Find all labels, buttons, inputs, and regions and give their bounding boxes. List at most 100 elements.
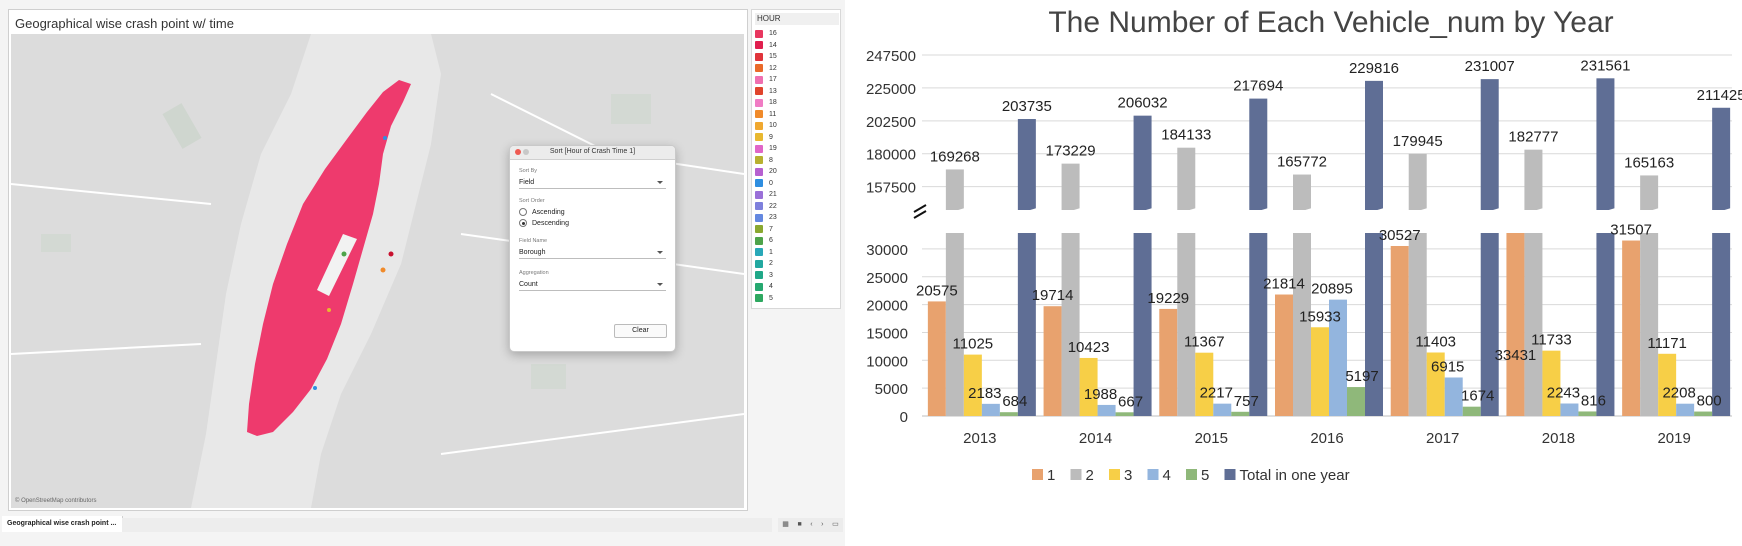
legend-label: 0	[769, 179, 773, 187]
legend-item[interactable]: 0	[755, 178, 777, 190]
sort-by-select[interactable]: Field	[519, 177, 666, 189]
data-label: 19229	[1147, 290, 1189, 307]
bar	[1712, 107, 1731, 210]
legend-item[interactable]: 5	[755, 293, 777, 305]
bar	[1408, 233, 1427, 416]
legend-item[interactable]: 14	[755, 40, 777, 52]
bar	[1444, 377, 1463, 416]
bar	[981, 403, 1000, 416]
legend-swatch	[755, 248, 763, 257]
bar	[1524, 149, 1543, 210]
descending-radio[interactable]	[519, 219, 527, 227]
data-label: 231007	[1465, 58, 1515, 75]
legend-item[interactable]: 19	[755, 143, 777, 155]
legend-swatch	[755, 121, 763, 130]
legend-item[interactable]: 22	[755, 201, 777, 213]
legend-item[interactable]: 6	[755, 235, 777, 247]
legend-item[interactable]: 17	[755, 74, 777, 86]
field-name-select[interactable]: Borough	[519, 247, 666, 259]
legend-label: 20	[769, 168, 777, 176]
legend-item[interactable]: 9	[755, 132, 777, 144]
data-label: 203735	[1002, 98, 1052, 115]
legend-item[interactable]: 3	[755, 270, 777, 282]
chevron-down-icon	[657, 251, 663, 254]
field-name-label: Field Name	[519, 238, 548, 244]
tab-scroll-track[interactable]	[122, 518, 772, 532]
bar	[1275, 294, 1293, 416]
axis-break-mark	[913, 210, 927, 219]
legend-label: 4	[769, 283, 773, 291]
bar	[1347, 387, 1365, 416]
data-label: 229816	[1349, 60, 1399, 77]
prev-sheet-icon[interactable]: ‹	[810, 521, 813, 528]
next-sheet-icon[interactable]: ›	[821, 521, 824, 528]
data-label: 684	[1002, 393, 1027, 410]
legend-item[interactable]: 10	[755, 120, 777, 132]
legend-item[interactable]: 18	[755, 97, 777, 109]
bar	[1712, 233, 1731, 416]
legend-item[interactable]: 4	[755, 281, 777, 293]
data-label: 31507	[1610, 222, 1652, 239]
grid-view-icon[interactable]: ▦	[782, 521, 789, 528]
x-tick-label: 2014	[1079, 430, 1112, 447]
ascending-radio[interactable]	[519, 208, 527, 216]
sort-order-label: Sort Order	[519, 198, 545, 204]
crash-point	[383, 136, 387, 140]
map-land-west	[11, 34, 311, 508]
bar	[1596, 233, 1615, 416]
map-road	[11, 183, 212, 205]
present-icon[interactable]: ▭	[832, 521, 839, 528]
vehicle-num-chart: The Number of Each Vehicle_num by Year 0 5…	[866, 6, 1742, 484]
legend-item[interactable]: 2	[755, 258, 777, 270]
bar	[1676, 403, 1695, 416]
legend-item[interactable]: 12	[755, 63, 777, 75]
bar	[1560, 403, 1579, 416]
close-icon[interactable]	[515, 149, 521, 155]
legend-swatch	[755, 75, 763, 84]
bar	[1426, 352, 1445, 416]
data-label: 800	[1697, 393, 1722, 410]
legend-swatch	[755, 225, 763, 234]
sheet-tab[interactable]: Geographical wise crash point ...	[2, 516, 123, 532]
bar	[1017, 119, 1036, 210]
legend-item[interactable]: 11	[755, 109, 777, 121]
ascending-label: Ascending	[532, 208, 565, 216]
legend-swatch	[755, 294, 763, 303]
legend-swatch	[755, 29, 763, 38]
legend-item[interactable]: 8	[755, 155, 777, 167]
x-tick-label: 2019	[1657, 430, 1690, 447]
axis-break-gap	[1479, 208, 1500, 230]
dialog-titlebar[interactable]: Sort [Hour of Crash Time 1]	[510, 146, 675, 160]
chart-title: The Number of Each Vehicle_num by Year	[1048, 6, 1613, 39]
legend-swatch	[755, 133, 763, 142]
aggregation-select[interactable]: Count	[519, 279, 666, 291]
legend-swatch	[1070, 469, 1082, 480]
clear-button[interactable]: Clear	[614, 324, 667, 338]
bar	[1480, 79, 1499, 211]
legend-item[interactable]: 1	[755, 247, 777, 259]
legend-item[interactable]: 21	[755, 189, 777, 201]
crash-point	[388, 251, 394, 257]
ascending-radio-row[interactable]: Ascending	[519, 208, 565, 216]
legend-swatch	[755, 179, 763, 188]
x-tick-label: 2017	[1426, 430, 1459, 447]
legend-item[interactable]: 13	[755, 86, 777, 98]
data-label: 1988	[1084, 386, 1117, 403]
legend-swatch	[755, 41, 763, 50]
dialog-title: Sort [Hour of Crash Time 1]	[549, 148, 636, 155]
axis-break-gap	[1248, 208, 1269, 230]
minimize-icon[interactable]	[523, 149, 529, 155]
descending-radio-row[interactable]: Descending	[519, 219, 569, 227]
legend-item[interactable]: 15	[755, 51, 777, 63]
legend-item[interactable]: 20	[755, 166, 777, 178]
filmstrip-icon[interactable]: ■	[797, 521, 802, 528]
legend-item[interactable]: 7	[755, 224, 777, 236]
legend-item[interactable]: 16	[755, 28, 777, 40]
axis-break-mark	[913, 204, 927, 213]
data-label: 182777	[1508, 129, 1558, 146]
legend-item[interactable]: 23	[755, 212, 777, 224]
crash-point	[341, 251, 347, 257]
axis-break-gap	[1595, 208, 1616, 230]
aggregation-value: Count	[519, 281, 538, 288]
data-label: 2243	[1547, 385, 1580, 402]
